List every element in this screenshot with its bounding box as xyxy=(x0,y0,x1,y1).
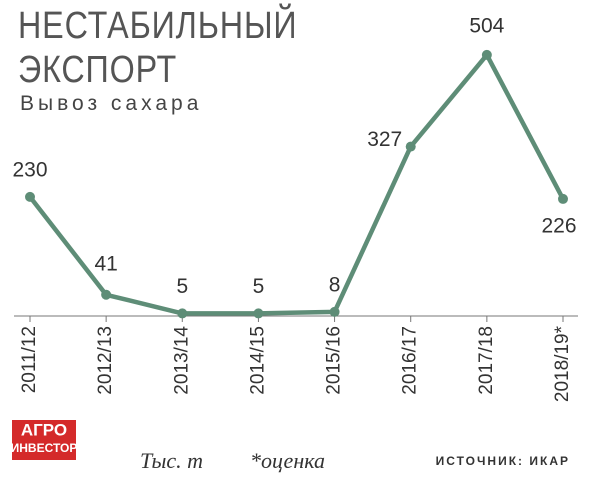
source: ИСТОЧНИК: ИКАР xyxy=(436,454,570,468)
data-label: 5 xyxy=(253,275,265,298)
data-label: 226 xyxy=(541,214,576,237)
footnote: *оценка xyxy=(250,448,325,473)
data-label: 230 xyxy=(12,158,47,181)
point xyxy=(329,306,340,317)
chart-subtitle: Вывоз сахара xyxy=(20,92,203,115)
point xyxy=(558,193,568,204)
x-tick-label: 2011/12 xyxy=(19,326,40,393)
x-tick-label: 2014/15 xyxy=(247,326,268,395)
point xyxy=(101,289,112,300)
logo-text: ИНВЕСТОР xyxy=(11,441,78,455)
point xyxy=(25,191,35,202)
unit-note: Тыс. т xyxy=(140,448,203,473)
data-label: 5 xyxy=(176,275,188,298)
x-tick-label: 2017/18 xyxy=(476,326,497,395)
point xyxy=(405,141,416,152)
x-tick-label: 2013/14 xyxy=(171,326,192,395)
point xyxy=(253,308,264,319)
x-tick-label: 2012/13 xyxy=(95,326,116,395)
x-tick-label: 2016/17 xyxy=(400,326,421,395)
data-label: 504 xyxy=(469,14,504,37)
line xyxy=(28,52,565,316)
data-label: 8 xyxy=(329,273,341,296)
data-label: 327 xyxy=(367,128,402,151)
x-tick-label: 2015/16 xyxy=(324,326,345,395)
point xyxy=(177,308,188,319)
logo-box xyxy=(12,420,76,460)
x-tick-label: 2018/19* xyxy=(552,325,573,402)
logo-text: АГРО xyxy=(21,420,67,439)
data-label: 41 xyxy=(94,252,117,275)
chart-title: НЕСТАБИЛЬНЫЙ ЭКСПОРТ xyxy=(18,5,298,91)
point xyxy=(481,49,492,60)
